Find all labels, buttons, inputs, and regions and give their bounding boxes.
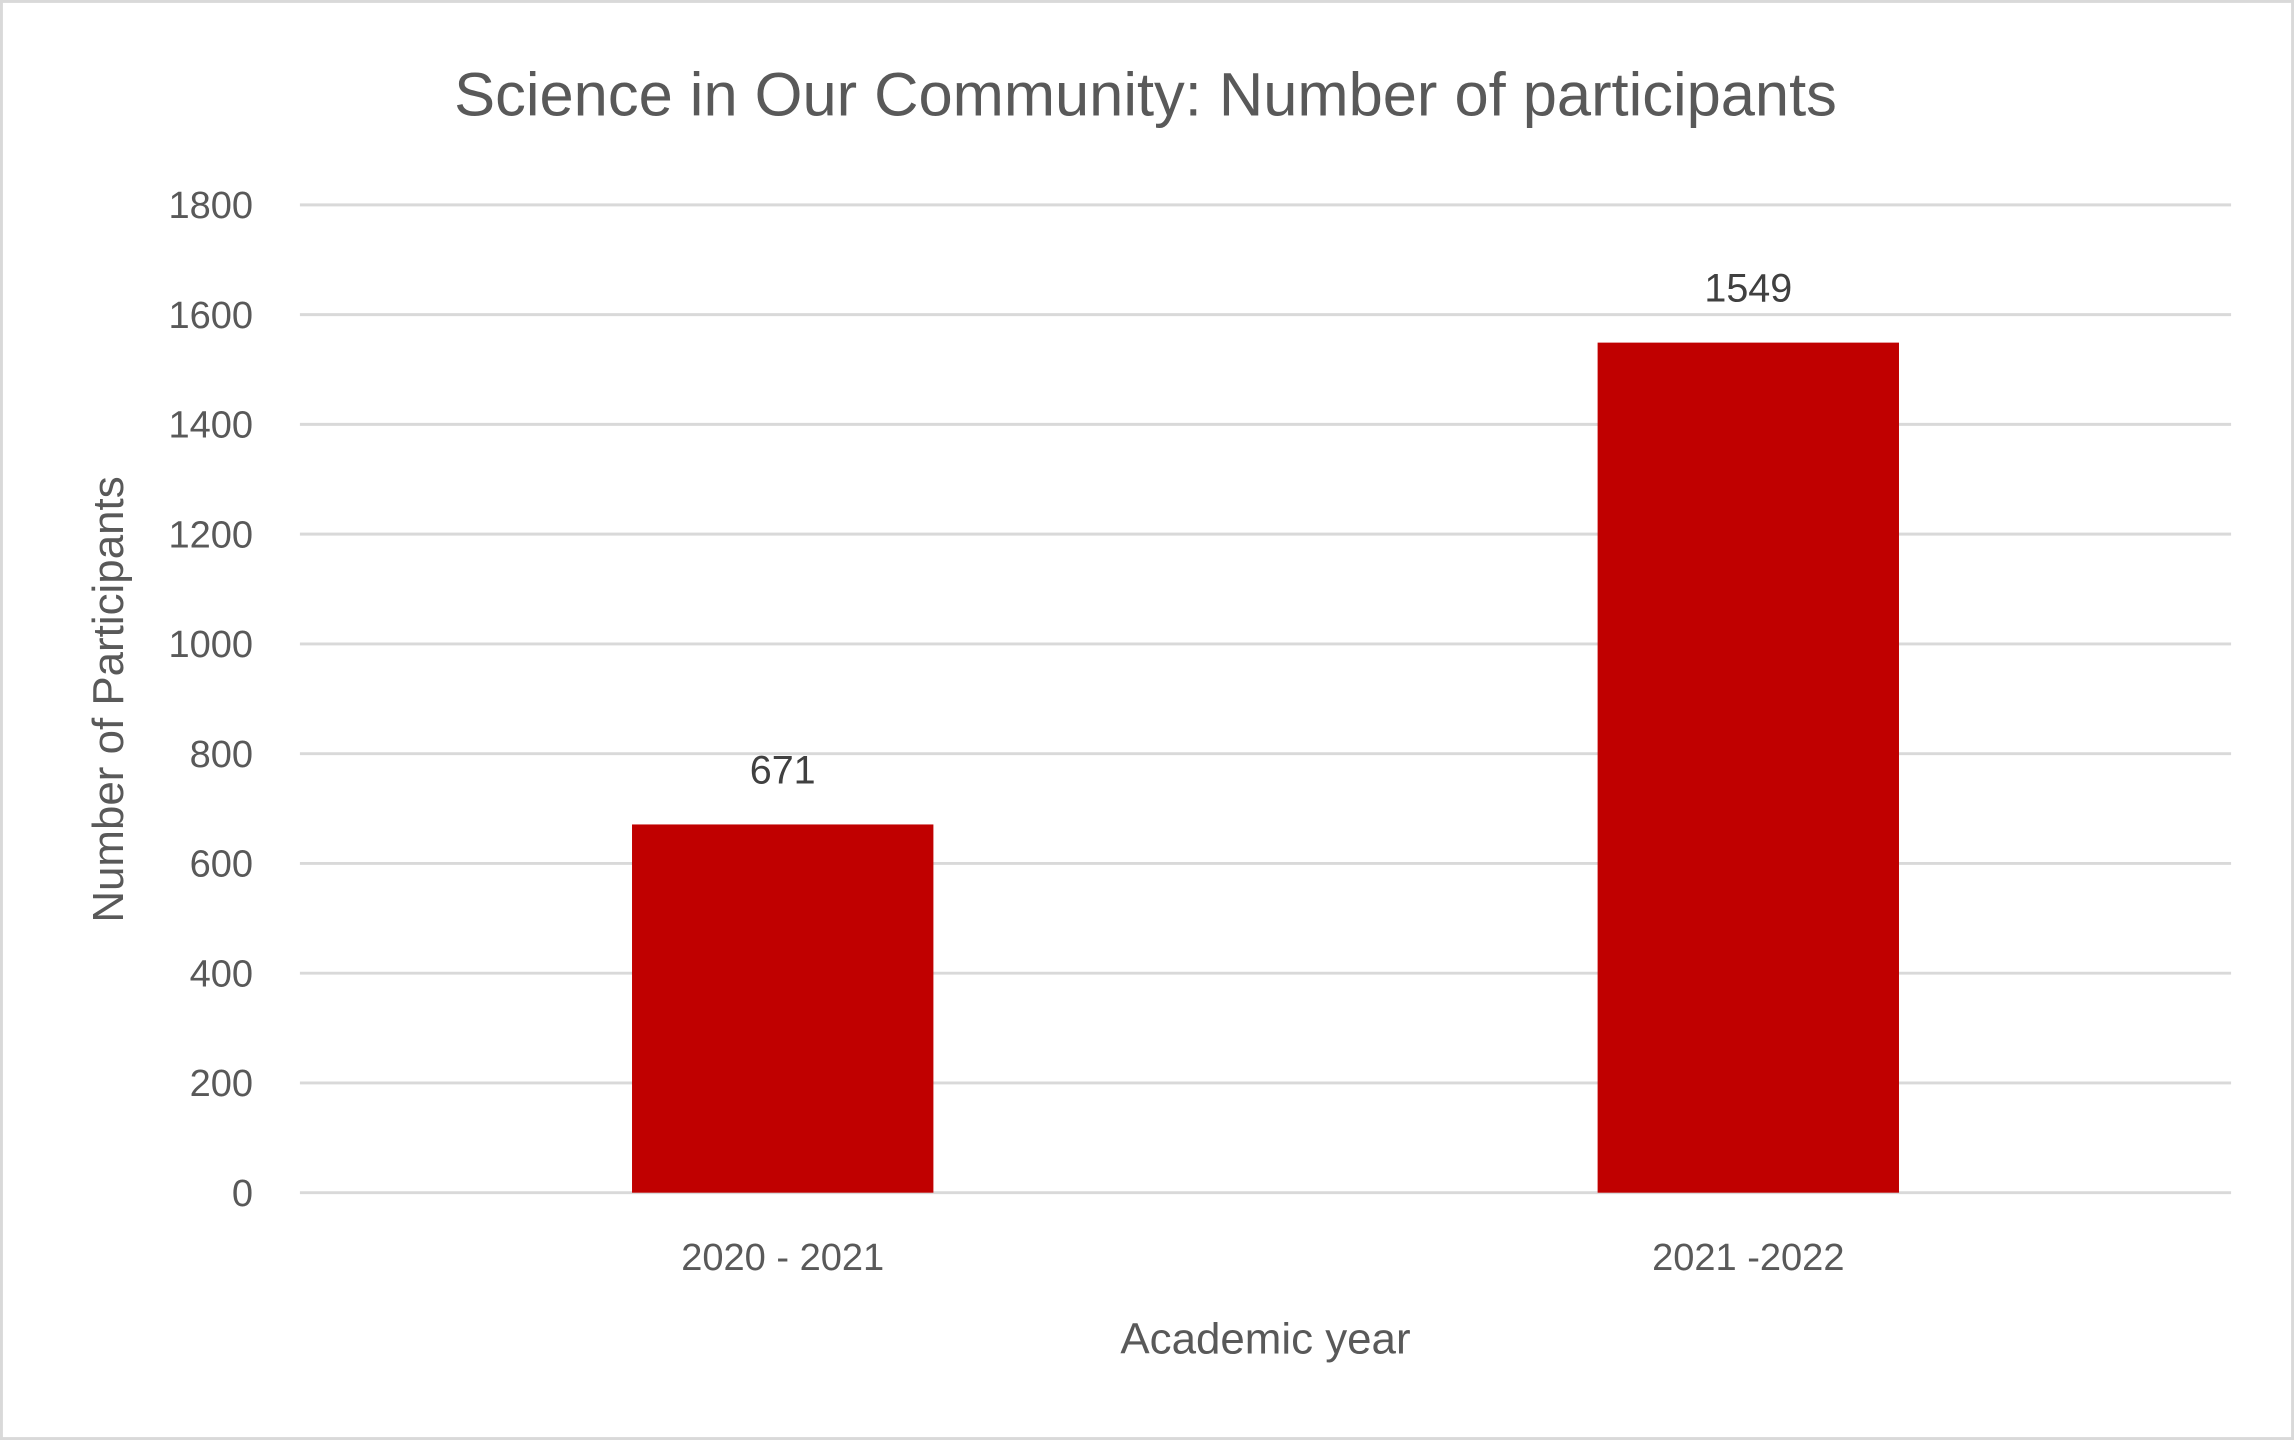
y-tick-label: 400	[190, 953, 253, 995]
data-label: 671	[750, 748, 816, 792]
y-tick-label: 1400	[169, 405, 254, 447]
y-tick-label: 800	[190, 734, 253, 776]
x-tick-label: 2020 - 2021	[681, 1237, 884, 1279]
y-axis-label: Number of Participants	[84, 476, 133, 922]
y-tick-label: 600	[190, 844, 253, 886]
y-tick-label: 1000	[169, 624, 254, 666]
data-label: 1549	[1704, 267, 1792, 311]
y-tick-label: 0	[232, 1173, 253, 1215]
y-tick-label: 200	[190, 1063, 253, 1105]
x-tick-label: 2021 -2022	[1652, 1237, 1844, 1279]
y-tick-label: 1200	[169, 514, 254, 556]
bar	[632, 824, 934, 1193]
y-tick-label: 1800	[169, 185, 254, 227]
y-tick-label: 1600	[169, 295, 254, 337]
bar	[1597, 342, 1899, 1193]
chart-title: Science in Our Community: Number of part…	[454, 61, 1837, 130]
x-axis-label: Academic year	[1120, 1315, 1410, 1364]
